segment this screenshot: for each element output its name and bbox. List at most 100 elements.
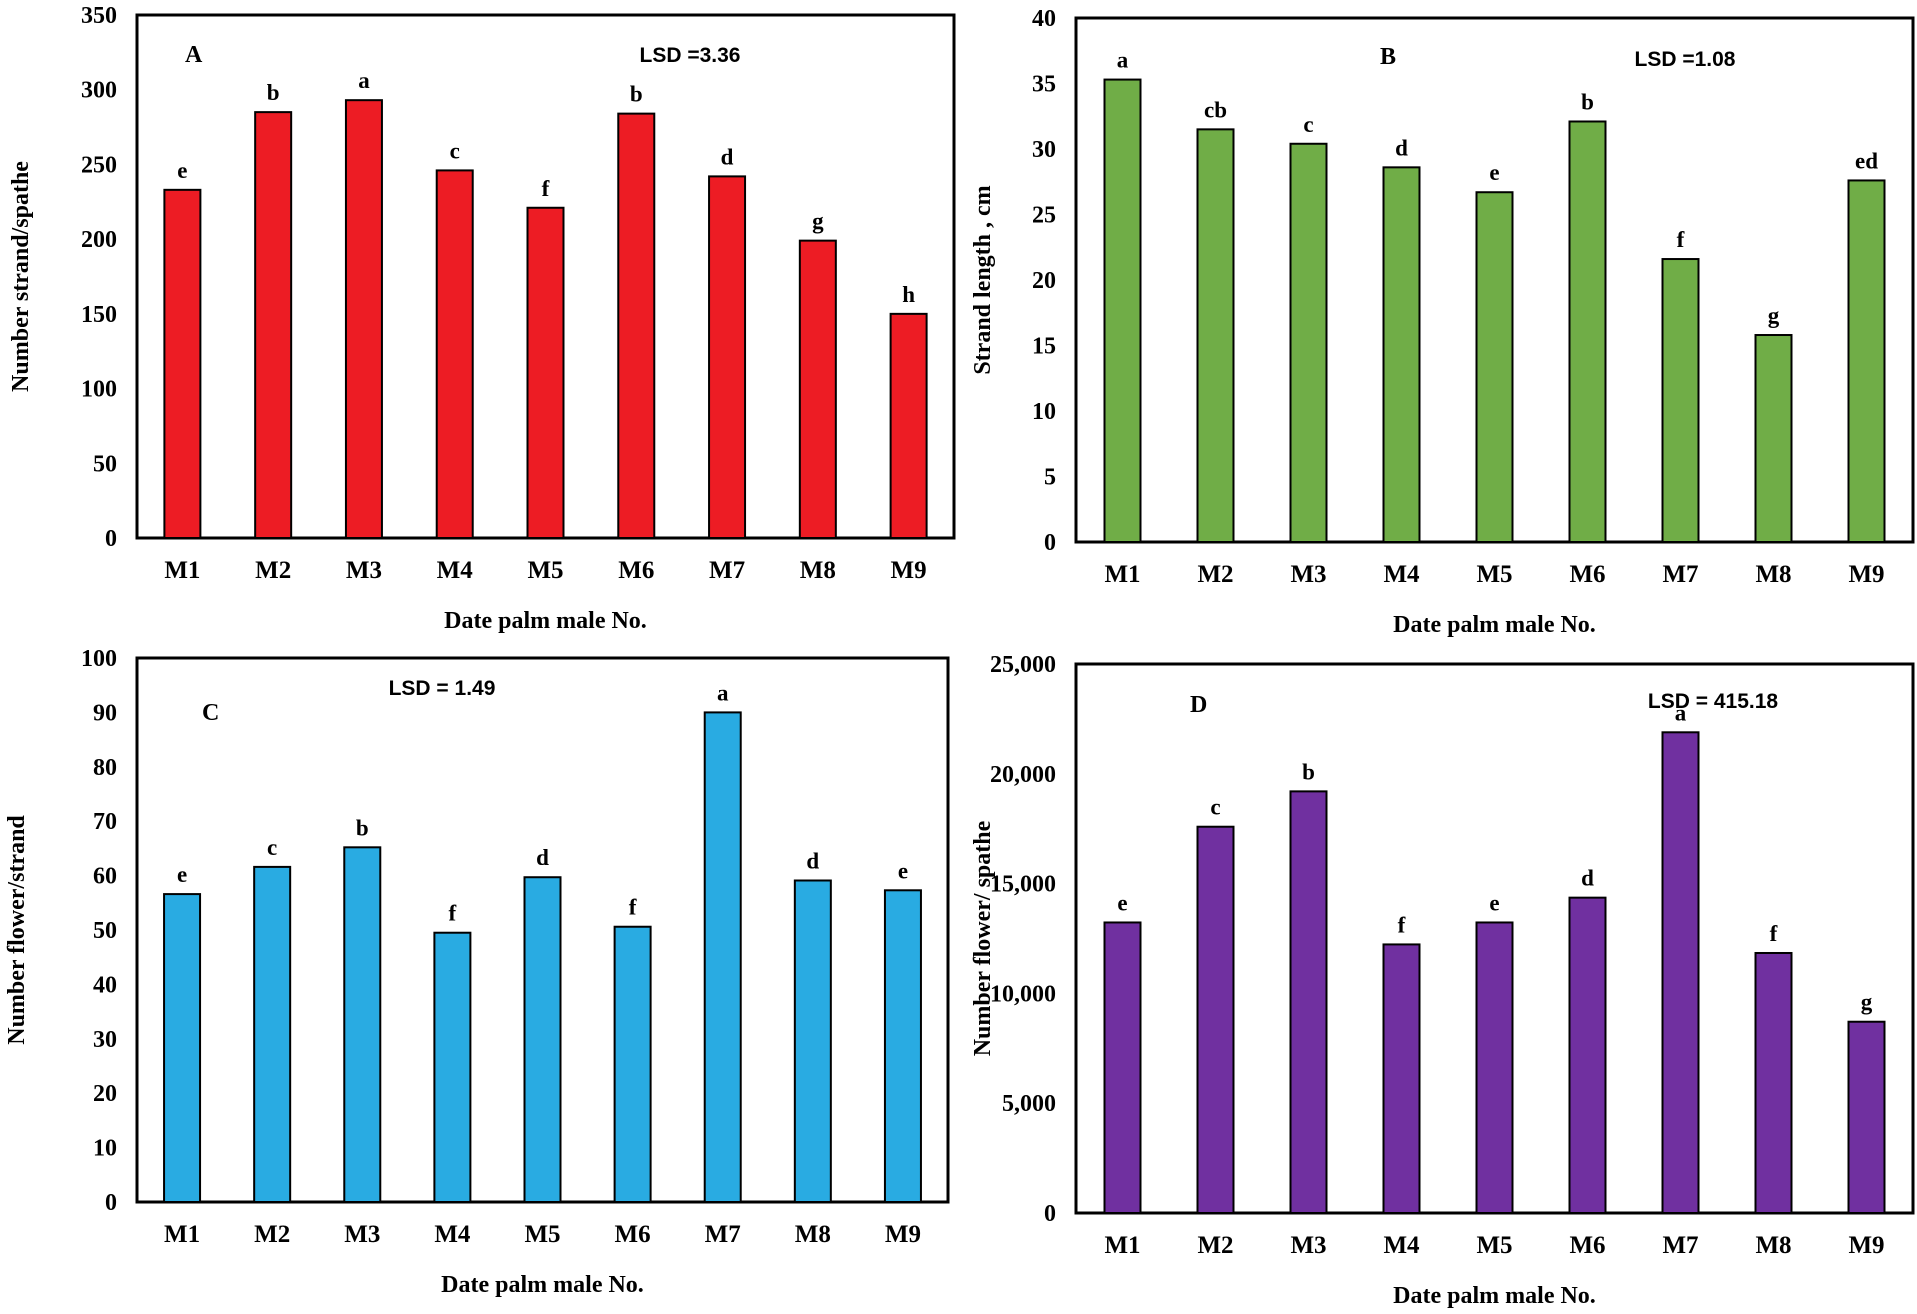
x-tick-label: M1: [164, 1221, 200, 1248]
bar-m3: [1289, 790, 1328, 1214]
significance-letter: b: [1302, 759, 1315, 784]
significance-letter: d: [721, 144, 734, 169]
y-tick-label: 200: [81, 227, 117, 253]
x-tick-label: M7: [709, 557, 745, 584]
bar-m3: [1289, 142, 1328, 543]
significance-letter: c: [1210, 795, 1220, 820]
significance-letter: c: [1303, 112, 1313, 137]
significance-letter: e: [1489, 890, 1499, 915]
bar-m7: [1661, 731, 1700, 1214]
panel-label: B: [1380, 44, 1396, 70]
significance-letter: a: [358, 68, 370, 93]
x-tick-label: M8: [1755, 1232, 1791, 1259]
y-tick-label: 70: [93, 809, 117, 835]
y-tick-label: 10: [1032, 399, 1056, 425]
x-tick-label: M6: [1569, 561, 1605, 588]
bar-m1: [1103, 921, 1142, 1214]
bar-m6: [1568, 120, 1607, 544]
x-tick-label: M5: [524, 1221, 560, 1248]
bar-m4: [1382, 166, 1421, 543]
bar-m2: [1196, 128, 1235, 543]
lsd-annotation: LSD =1.08: [1635, 48, 1736, 71]
panel-label: D: [1190, 692, 1207, 718]
x-axis-label: Date palm male No.: [441, 1272, 644, 1298]
y-tick-label: 50: [93, 451, 117, 477]
significance-letter: d: [1581, 866, 1594, 891]
y-tick-label: 90: [93, 700, 117, 726]
x-tick-label: M4: [1383, 1232, 1420, 1259]
x-tick-label: M8: [1755, 561, 1791, 588]
y-axis-label: Number flower/strand: [4, 815, 30, 1045]
x-tick-label: M2: [1197, 1232, 1233, 1259]
bar-m5: [523, 876, 562, 1203]
y-tick-label: 100: [81, 377, 117, 403]
x-tick-label: M7: [1662, 1232, 1698, 1259]
y-axis-label: Number flower/ spathe: [970, 820, 996, 1056]
lsd-annotation: LSD = 1.49: [389, 677, 496, 700]
bar-m1: [163, 188, 202, 539]
x-tick-label: M1: [1104, 1232, 1140, 1259]
significance-letter: cb: [1204, 97, 1227, 122]
significance-letter: d: [1395, 135, 1408, 160]
x-tick-label: M1: [1104, 561, 1140, 588]
significance-letter: b: [356, 815, 369, 840]
bar-m6: [1568, 896, 1607, 1215]
y-tick-label: 30: [1032, 137, 1056, 163]
x-tick-label: M8: [800, 557, 836, 584]
significance-letter: ed: [1855, 148, 1878, 173]
x-tick-label: M3: [1290, 561, 1326, 588]
lsd-annotation: LSD = 415.18: [1648, 690, 1778, 713]
significance-letter: d: [806, 848, 819, 873]
x-tick-label: M1: [164, 557, 200, 584]
x-tick-label: M7: [705, 1221, 741, 1248]
x-tick-label: M3: [344, 1221, 380, 1248]
y-tick-label: 20,000: [990, 762, 1056, 788]
y-tick-label: 20: [93, 1081, 117, 1107]
y-tick-label: 250: [81, 152, 117, 178]
x-tick-label: M6: [1569, 1232, 1605, 1259]
bar-m1: [163, 893, 202, 1203]
significance-letter: f: [542, 176, 550, 201]
bar-m4: [433, 931, 472, 1203]
y-axis-label: Strand length , cm: [970, 185, 996, 374]
x-tick-label: M2: [1197, 561, 1233, 588]
x-tick-label: M5: [1476, 1232, 1512, 1259]
x-tick-label: M5: [1476, 561, 1512, 588]
significance-letter: g: [1768, 303, 1780, 328]
x-tick-label: M3: [346, 557, 382, 584]
y-tick-label: 10: [93, 1136, 117, 1162]
significance-letter: d: [536, 845, 549, 870]
bar-m7: [1661, 258, 1700, 543]
bar-m8: [1754, 334, 1793, 543]
bar-m5: [526, 206, 565, 540]
x-axis-label: Date palm male No.: [444, 608, 647, 634]
significance-letter: e: [898, 858, 908, 883]
bar-m6: [617, 112, 656, 539]
y-tick-label: 0: [1044, 530, 1056, 556]
bar-m1: [1103, 78, 1142, 543]
significance-letter: e: [177, 862, 187, 887]
x-tick-label: M3: [1290, 1232, 1326, 1259]
x-tick-label: M4: [1383, 561, 1420, 588]
significance-letter: f: [629, 895, 637, 920]
y-tick-label: 25,000: [990, 652, 1056, 678]
x-tick-label: M9: [1848, 561, 1884, 588]
y-tick-label: 30: [93, 1027, 117, 1053]
x-tick-label: M5: [527, 557, 563, 584]
x-axis-label: Date palm male No.: [1393, 612, 1596, 638]
significance-letter: a: [1675, 700, 1687, 725]
x-tick-label: M6: [618, 557, 654, 584]
bar-m3: [343, 846, 382, 1203]
bar-m9: [883, 889, 922, 1204]
y-tick-label: 0: [105, 526, 117, 552]
x-tick-label: M9: [891, 557, 927, 584]
bar-m9: [1847, 1020, 1886, 1214]
bar-m4: [1382, 943, 1421, 1214]
bar-m2: [253, 865, 292, 1203]
y-axis-label: Number strand/spathe: [8, 161, 34, 392]
significance-letter: c: [267, 835, 277, 860]
x-tick-label: M4: [437, 557, 474, 584]
significance-letter: c: [450, 138, 460, 163]
y-tick-label: 60: [93, 864, 117, 890]
bar-m8: [798, 239, 837, 539]
